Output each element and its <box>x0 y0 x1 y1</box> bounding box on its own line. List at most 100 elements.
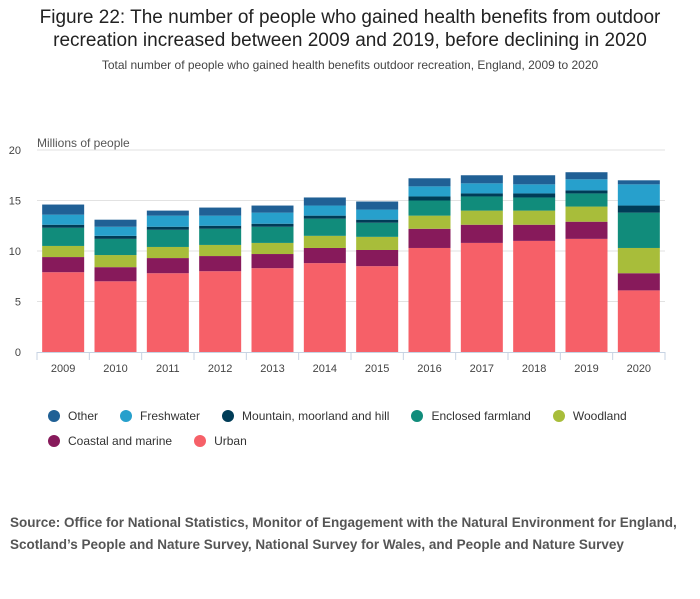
bar-segment-urban-2017 <box>460 242 503 352</box>
legend-label: Freshwater <box>140 408 201 423</box>
bar-segment-mountain-moorland-and-hill-2020 <box>617 205 660 213</box>
bar-segment-urban-2015 <box>356 266 399 352</box>
legend-swatch-icon <box>48 434 60 447</box>
bar-segment-enclosed-farmland-2009 <box>42 227 85 246</box>
legend-label: Mountain, moorland and hill <box>242 408 390 423</box>
bar-segment-enclosed-farmland-2015 <box>356 222 399 237</box>
bar-segment-coastal-and-marine-2020 <box>617 273 660 291</box>
legend-swatch-icon <box>194 434 207 447</box>
bar-segment-other-2017 <box>460 175 503 184</box>
bar-segment-other-2018 <box>513 175 556 185</box>
x-tick-label: 2017 <box>470 363 494 375</box>
bar-segment-coastal-and-marine-2014 <box>303 247 346 264</box>
bar-segment-urban-2011 <box>146 273 189 352</box>
bar-segment-other-2011 <box>146 210 189 216</box>
bar-segment-freshwater-2013 <box>251 212 294 224</box>
bar-segment-urban-2012 <box>199 271 242 352</box>
bar-segment-mountain-moorland-and-hill-2012 <box>199 225 242 229</box>
legend: Other Freshwater Mountain, moorland and hi… <box>48 406 688 456</box>
bar-segment-enclosed-farmland-2012 <box>199 228 242 245</box>
bar-segment-freshwater-2017 <box>460 183 503 194</box>
bar-segment-coastal-and-marine-2018 <box>513 224 556 241</box>
bar-segment-coastal-and-marine-2019 <box>565 221 608 239</box>
legend-label: Other <box>68 408 99 423</box>
bar-segment-woodland-2013 <box>251 242 294 255</box>
legend-row: Other Freshwater Mountain, moorland and hi… <box>48 406 688 425</box>
bar-segment-mountain-moorland-and-hill-2017 <box>460 193 503 197</box>
legend-label: Woodland <box>572 408 627 423</box>
y-tick-label: 0 <box>15 347 21 359</box>
bar-segment-urban-2019 <box>565 238 608 352</box>
legend-item-enclosed-farmland[interactable]: Enclosed farmland <box>411 408 531 423</box>
legend-item-urban[interactable]: Urban <box>194 434 247 448</box>
bar-segment-urban-2013 <box>251 268 294 352</box>
legend-item-mountain-moorland-and-hill[interactable]: Mountain, moorland and hill <box>222 409 389 423</box>
bar-segment-enclosed-farmland-2017 <box>460 196 503 211</box>
x-tick-label: 2019 <box>574 363 598 375</box>
x-tick-label: 2018 <box>522 363 546 375</box>
stacked-bar-chart: Millions of people 0 5 10 15 20 2009 2010 2011 2… <box>9 136 666 375</box>
chart-title: Figure 22: The number of people who gain… <box>39 7 661 51</box>
bar-segment-woodland-2009 <box>42 245 85 258</box>
bar-segment-urban-2010 <box>94 281 137 352</box>
bar-segment-freshwater-2019 <box>565 179 608 191</box>
legend-swatch-icon <box>552 409 565 422</box>
bar-segment-mountain-moorland-and-hill-2018 <box>513 193 556 198</box>
bar-segment-freshwater-2012 <box>199 215 242 226</box>
bar-segment-coastal-and-marine-2010 <box>94 267 137 282</box>
legend-item-woodland[interactable]: Woodland <box>552 408 627 423</box>
bar-segment-enclosed-farmland-2019 <box>565 193 608 207</box>
legend-item-freshwater[interactable]: Freshwater <box>120 409 200 423</box>
bar-segment-enclosed-farmland-2020 <box>617 212 660 248</box>
bar-segment-mountain-moorland-and-hill-2019 <box>565 190 608 194</box>
legend-label: Coastal and marine <box>68 433 173 448</box>
bar-segment-woodland-2018 <box>513 210 556 225</box>
bar-segment-coastal-and-marine-2009 <box>42 257 85 273</box>
chart-subtitle: Total number of people who gained health… <box>101 58 599 72</box>
legend-swatch-icon <box>222 409 235 422</box>
bar-segment-enclosed-farmland-2014 <box>303 218 346 236</box>
bar-segment-other-2019 <box>565 172 608 180</box>
bar-segment-woodland-2019 <box>565 206 608 222</box>
bar-segment-other-2014 <box>303 197 346 206</box>
bar-segment-urban-2020 <box>617 290 660 352</box>
bar-segment-mountain-moorland-and-hill-2010 <box>94 235 137 239</box>
y-tick-label: 20 <box>9 145 21 157</box>
bar-segment-freshwater-2018 <box>513 184 556 194</box>
bar-segment-enclosed-farmland-2013 <box>251 226 294 243</box>
bar-segment-other-2020 <box>617 180 660 185</box>
legend-label: Enclosed farmland <box>431 408 531 423</box>
bar-segment-mountain-moorland-and-hill-2015 <box>356 219 399 223</box>
bar-segment-enclosed-farmland-2011 <box>146 229 189 247</box>
x-tick-label: 2020 <box>627 363 651 375</box>
x-tick-label: 2015 <box>365 363 389 375</box>
bar-segment-freshwater-2015 <box>356 209 399 220</box>
legend-swatch-icon <box>48 409 60 422</box>
legend-item-coastal-and-marine[interactable]: Coastal and marine <box>48 434 172 448</box>
bar-segment-mountain-moorland-and-hill-2011 <box>146 226 189 230</box>
bar-segment-freshwater-2009 <box>42 214 85 225</box>
bar-segment-freshwater-2010 <box>94 226 137 236</box>
bar-segment-mountain-moorland-and-hill-2014 <box>303 215 346 219</box>
bar-segment-woodland-2020 <box>617 247 660 274</box>
x-tick-label: 2010 <box>103 363 127 375</box>
bar-segment-woodland-2010 <box>94 255 137 268</box>
x-tick-label: 2012 <box>208 363 232 375</box>
bar-segment-coastal-and-marine-2015 <box>356 249 399 267</box>
bar-segment-urban-2009 <box>42 272 85 352</box>
bar-segment-woodland-2011 <box>146 246 189 259</box>
bar-segment-urban-2016 <box>408 247 451 352</box>
bar-segment-enclosed-farmland-2018 <box>513 197 556 211</box>
source-note: Source: Office for National Statistics, … <box>10 515 677 552</box>
bar-segment-enclosed-farmland-2010 <box>94 238 137 256</box>
bar-segment-woodland-2015 <box>356 236 399 250</box>
bar-segment-enclosed-farmland-2016 <box>408 200 451 216</box>
x-tick-label: 2014 <box>313 363 337 375</box>
bar-segment-coastal-and-marine-2017 <box>460 224 503 243</box>
x-tick-label: 2016 <box>417 363 441 375</box>
legend-item-other[interactable]: Other <box>48 409 98 423</box>
bar-segment-coastal-and-marine-2011 <box>146 258 189 274</box>
bar-segment-urban-2014 <box>303 263 346 352</box>
bar-segment-woodland-2017 <box>460 210 503 225</box>
x-tick-label: 2013 <box>260 363 284 375</box>
